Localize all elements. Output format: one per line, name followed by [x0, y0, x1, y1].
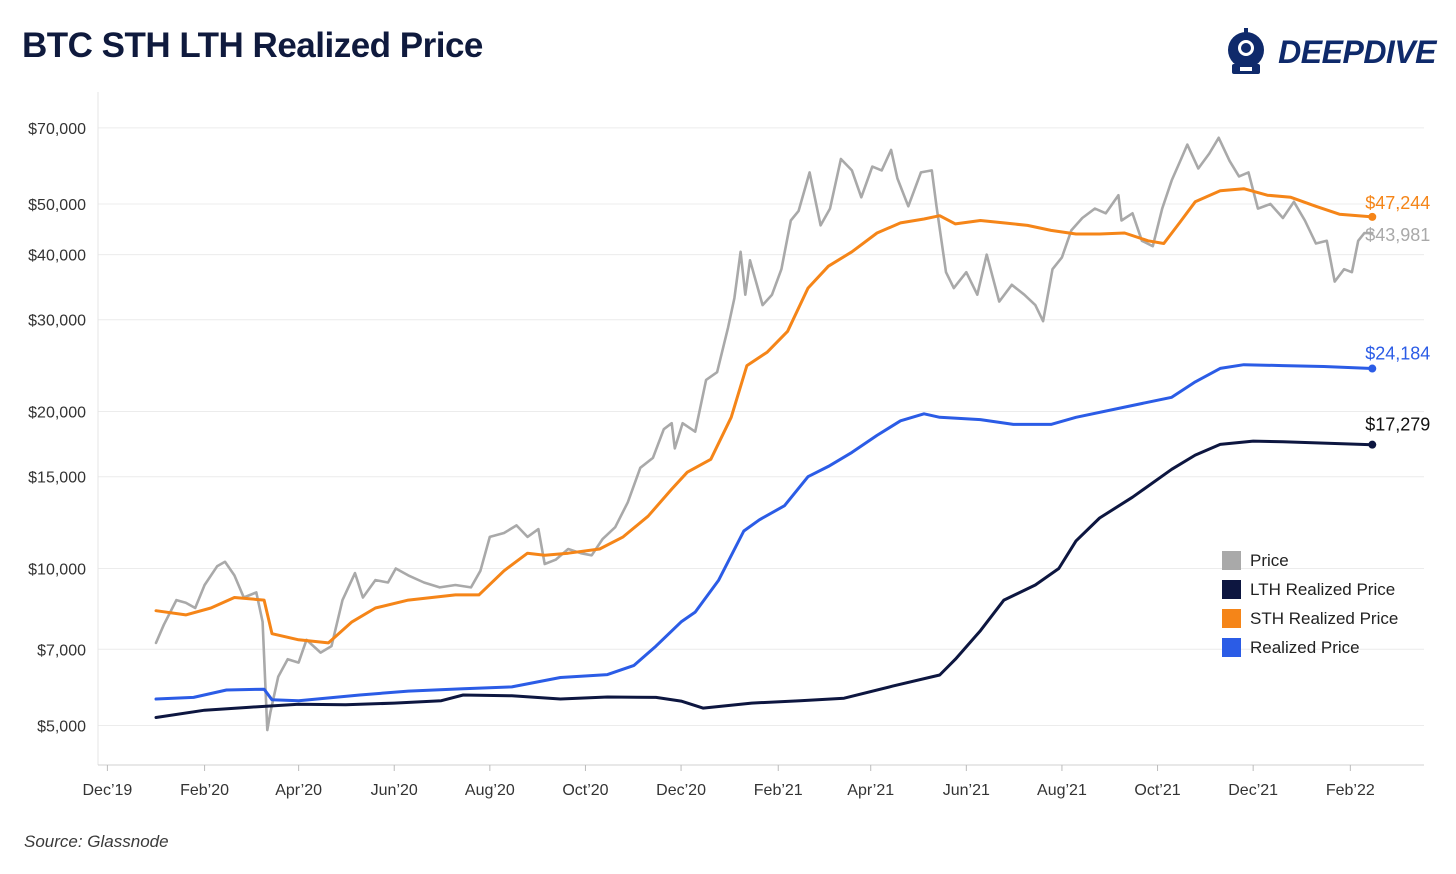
x-tick-label: Oct’21 [1134, 782, 1180, 799]
x-tick-label: Feb’21 [754, 782, 803, 799]
end-marker-sth-realized-price [1368, 212, 1377, 221]
y-tick-label: $7,000 [37, 642, 86, 659]
y-tick-label: $5,000 [37, 719, 86, 736]
legend: Price LTH Realized Price STH Realized Pric… [1222, 546, 1398, 662]
x-tick-label: Feb’22 [1326, 782, 1375, 799]
legend-label: Realized Price [1250, 637, 1360, 657]
x-tick-label: Jun’21 [943, 782, 990, 799]
series-line-price [154, 136, 1374, 732]
legend-swatch [1222, 638, 1241, 657]
y-axis: $70,000 $50,000 $40,000 $30,000 $20,000 $15,0… [28, 92, 99, 765]
end-label-realized-price: $24,184 [1365, 344, 1430, 364]
series-line-lth-realized-price [154, 439, 1374, 719]
y-tick-label: $10,000 [28, 562, 86, 579]
series-group [154, 136, 1374, 732]
y-tick-label: $30,000 [28, 313, 86, 330]
legend-label: STH Realized Price [1250, 608, 1399, 628]
x-tick-label: Dec’20 [656, 782, 706, 799]
legend-label: Price [1250, 550, 1289, 570]
x-tick-label: Aug’20 [465, 782, 515, 799]
end-marker-lth-realized-price [1368, 440, 1377, 449]
brand-logo: DEEPDIVE [1224, 24, 1436, 80]
end-label-sth-realized-price: $47,244 [1365, 193, 1430, 213]
x-tick-label: Apr’20 [275, 782, 322, 799]
x-tick-label: Dec’19 [82, 782, 132, 799]
series-line-sth-realized-price [154, 187, 1374, 645]
end-label-lth-realized-price: $17,279 [1365, 415, 1430, 435]
legend-item: Realized Price [1222, 633, 1398, 662]
legend-item: STH Realized Price [1222, 604, 1398, 633]
legend-label: LTH Realized Price [1250, 579, 1396, 599]
x-tick-label: Aug’21 [1037, 782, 1087, 799]
end-labels: $43,981 $47,244 $24,184 $17,279 [1365, 193, 1430, 449]
y-tick-label: $15,000 [28, 470, 86, 487]
x-axis: Dec’19 Feb’20 Apr’20 Jun’20 Aug’20 Oct’20 Dec’… [82, 764, 1424, 799]
legend-swatch [1222, 551, 1241, 570]
y-tick-label: $40,000 [28, 248, 86, 265]
legend-swatch [1222, 609, 1241, 628]
end-label-price: $43,981 [1365, 225, 1430, 245]
source-note: Source: Glassnode [24, 832, 169, 851]
x-tick-label: Feb’20 [180, 782, 229, 799]
y-tick-label: $50,000 [28, 197, 86, 214]
legend-item: LTH Realized Price [1222, 575, 1398, 604]
x-tick-label: Jun’20 [371, 782, 418, 799]
y-tick-label: $70,000 [28, 121, 86, 138]
x-tick-label: Apr’21 [847, 782, 894, 799]
brand-wordmark: DEEPDIVE [1278, 33, 1436, 70]
legend-item: Price [1222, 546, 1398, 575]
x-tick-label: Oct’20 [562, 782, 608, 799]
legend-swatch [1222, 580, 1241, 599]
diving-helmet-icon [1228, 28, 1265, 74]
grid-lines [98, 127, 1424, 727]
series-line-realized-price [154, 363, 1374, 703]
chart-title: BTC STH LTH Realized Price [22, 26, 483, 65]
x-tick-label: Dec’21 [1228, 782, 1278, 799]
end-marker-realized-price [1368, 364, 1377, 373]
y-tick-label: $20,000 [28, 405, 86, 422]
